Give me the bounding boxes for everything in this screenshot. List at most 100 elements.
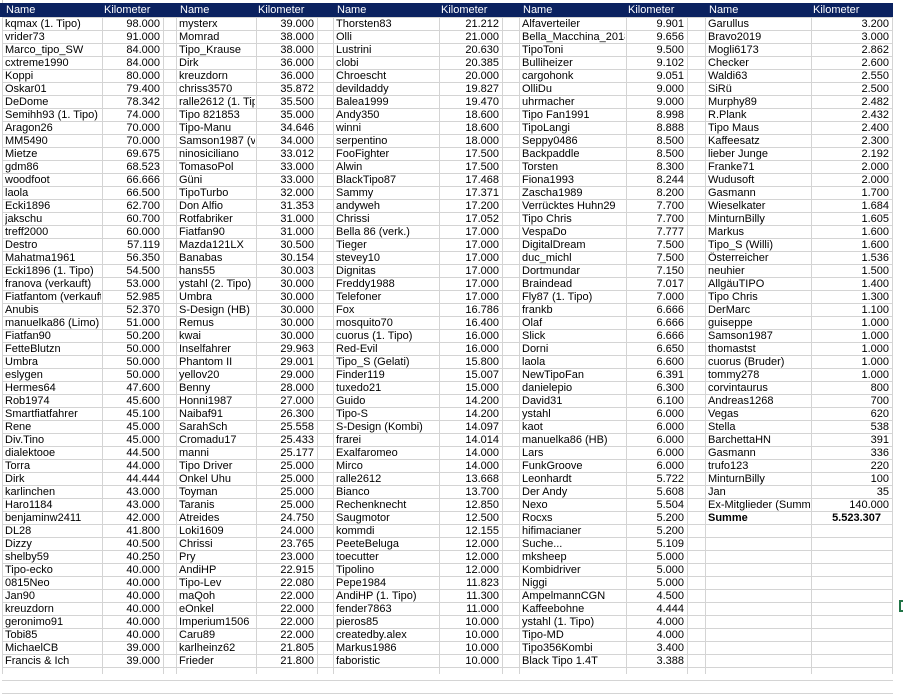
- kilometer-cell[interactable]: 17.371: [465, 187, 499, 199]
- kilometer-cell[interactable]: 15.007: [465, 369, 499, 381]
- kilometer-cell[interactable]: 1.600: [861, 239, 889, 251]
- member-name-cell[interactable]: faboristic: [336, 655, 381, 667]
- member-name-cell[interactable]: TipoToni: [522, 44, 564, 56]
- kilometer-cell[interactable]: 5.000: [656, 577, 684, 589]
- member-name-cell[interactable]: ralle2612 (1. Tipo): [179, 96, 255, 108]
- kilometer-cell[interactable]: 5.200: [656, 512, 684, 524]
- kilometer-cell[interactable]: 35.000: [280, 109, 314, 121]
- kilometer-cell[interactable]: 25.433: [280, 434, 314, 446]
- member-name-cell[interactable]: Pry: [179, 551, 196, 563]
- member-name-cell[interactable]: Semihh93 (1. Tipo): [5, 109, 98, 121]
- kilometer-cell[interactable]: 29.001: [280, 356, 314, 368]
- member-name-cell[interactable]: cargohonk: [522, 70, 574, 82]
- member-name-cell[interactable]: Bella 86 (verk.): [336, 226, 410, 238]
- kilometer-cell[interactable]: 336: [870, 447, 889, 459]
- member-name-cell[interactable]: ralle2612: [336, 473, 382, 485]
- member-name-cell[interactable]: mysterx: [179, 18, 218, 30]
- kilometer-cell[interactable]: 2.192: [861, 148, 889, 160]
- member-name-cell[interactable]: eslygen: [5, 369, 43, 381]
- member-name-cell[interactable]: eOnkel: [179, 603, 214, 615]
- member-name-cell[interactable]: benjaminw2411: [5, 512, 82, 524]
- member-name-cell[interactable]: Samson1987: [708, 330, 773, 342]
- kilometer-cell[interactable]: 29.000: [280, 369, 314, 381]
- member-name-cell[interactable]: Anubis: [5, 304, 39, 316]
- member-name-cell[interactable]: DeDome: [5, 96, 49, 108]
- member-name-cell[interactable]: Atreides: [179, 512, 220, 524]
- member-name-cell[interactable]: Mogli6173: [708, 44, 759, 56]
- kilometer-cell[interactable]: 4.000: [656, 629, 684, 641]
- kilometer-cell[interactable]: 7.000: [656, 291, 684, 303]
- kilometer-cell[interactable]: 21.212: [465, 18, 499, 30]
- member-name-cell[interactable]: Tipo Maus: [708, 122, 759, 134]
- kilometer-cell[interactable]: 15.000: [465, 382, 499, 394]
- kilometer-cell[interactable]: 4.444: [656, 603, 684, 615]
- member-name-cell[interactable]: Exalfaromeo: [336, 447, 398, 459]
- kilometer-cell[interactable]: 50.000: [126, 343, 160, 355]
- member-name-cell[interactable]: tuxedo21: [336, 382, 382, 394]
- kilometer-cell[interactable]: 1.000: [861, 356, 889, 368]
- kilometer-cell[interactable]: 2.482: [861, 96, 889, 108]
- member-name-cell[interactable]: franova (verkauft): [5, 278, 92, 290]
- member-name-cell[interactable]: Caru89: [179, 629, 216, 641]
- kilometer-cell[interactable]: 17.500: [465, 148, 499, 160]
- kilometer-cell[interactable]: 220: [870, 460, 889, 472]
- member-name-cell[interactable]: laola: [522, 356, 546, 368]
- kilometer-cell[interactable]: 9.656: [656, 31, 684, 43]
- member-name-cell[interactable]: Tipo Chris: [708, 291, 758, 303]
- member-name-cell[interactable]: Kombidriver: [522, 564, 581, 576]
- kilometer-cell[interactable]: 50.000: [126, 369, 160, 381]
- kilometer-cell[interactable]: 70.000: [126, 122, 160, 134]
- member-name-cell[interactable]: Inselfahrer: [179, 343, 231, 355]
- kilometer-cell[interactable]: 25.000: [280, 486, 314, 498]
- member-name-cell[interactable]: Freddy1988: [336, 278, 395, 290]
- kilometer-cell[interactable]: 11.000: [466, 603, 499, 615]
- member-name-cell[interactable]: Tipo-S: [336, 408, 368, 420]
- member-name-cell[interactable]: Cromadu17: [179, 434, 237, 446]
- member-name-cell[interactable]: Naibaf91: [179, 408, 224, 420]
- kilometer-cell[interactable]: 22.000: [280, 616, 314, 628]
- kilometer-cell[interactable]: 2.400: [861, 122, 889, 134]
- member-name-cell[interactable]: Samson1987 (verkauft): [179, 135, 255, 147]
- kilometer-cell[interactable]: 19.827: [465, 83, 499, 95]
- kilometer-cell[interactable]: 1.000: [861, 343, 889, 355]
- member-name-cell[interactable]: jakschu: [5, 213, 43, 225]
- kilometer-cell[interactable]: 6.391: [656, 369, 684, 381]
- kilometer-cell[interactable]: 9.901: [656, 18, 684, 30]
- member-name-cell[interactable]: Wudusoft: [708, 174, 755, 186]
- kilometer-cell[interactable]: 45.600: [126, 395, 160, 407]
- member-name-cell[interactable]: MichaelCB: [5, 642, 59, 654]
- member-name-cell[interactable]: frarei: [336, 434, 362, 446]
- member-name-cell[interactable]: Andreas1268: [708, 395, 774, 407]
- kilometer-cell[interactable]: 40.000: [126, 564, 160, 576]
- member-name-cell[interactable]: MinturnBilly: [708, 473, 765, 485]
- kilometer-cell[interactable]: 14.097: [465, 421, 499, 433]
- kilometer-cell[interactable]: 35.872: [280, 83, 314, 95]
- kilometer-cell[interactable]: 2.300: [861, 135, 889, 147]
- member-name-cell[interactable]: Nexo: [522, 499, 548, 511]
- member-name-cell[interactable]: Tipo356Kombi: [522, 642, 593, 654]
- kilometer-cell[interactable]: 10.000: [465, 616, 499, 628]
- member-name-cell[interactable]: ystahl (2. Tipo): [179, 278, 252, 290]
- member-name-cell[interactable]: Bianco: [336, 486, 370, 498]
- kilometer-cell[interactable]: 18.600: [465, 122, 499, 134]
- kilometer-cell[interactable]: 66.500: [126, 187, 160, 199]
- kilometer-cell[interactable]: 11.823: [466, 577, 499, 589]
- kilometer-cell[interactable]: 8.500: [656, 148, 684, 160]
- member-name-cell[interactable]: David31: [522, 395, 563, 407]
- kilometer-cell[interactable]: 17.052: [465, 213, 499, 225]
- member-name-cell[interactable]: Telefoner: [336, 291, 382, 303]
- kilometer-cell[interactable]: 28.000: [280, 382, 314, 394]
- kilometer-cell[interactable]: 66.666: [126, 174, 160, 186]
- member-name-cell[interactable]: cuorus (1. Tipo): [336, 330, 413, 342]
- kilometer-cell[interactable]: 14.000: [465, 460, 499, 472]
- member-name-cell[interactable]: SarahSch: [179, 421, 228, 433]
- member-name-cell[interactable]: Tipo-Manu: [179, 122, 232, 134]
- member-name-cell[interactable]: Tipo-Lev: [179, 577, 222, 589]
- member-name-cell[interactable]: trufo123: [708, 460, 749, 472]
- member-name-cell[interactable]: treff2000: [5, 226, 49, 238]
- kilometer-cell[interactable]: 1.700: [861, 187, 889, 199]
- member-name-cell[interactable]: Tobi85: [5, 629, 38, 641]
- kilometer-cell[interactable]: 6.000: [656, 447, 684, 459]
- member-name-cell[interactable]: SiRü: [708, 83, 732, 95]
- member-name-cell[interactable]: Olaf: [522, 317, 543, 329]
